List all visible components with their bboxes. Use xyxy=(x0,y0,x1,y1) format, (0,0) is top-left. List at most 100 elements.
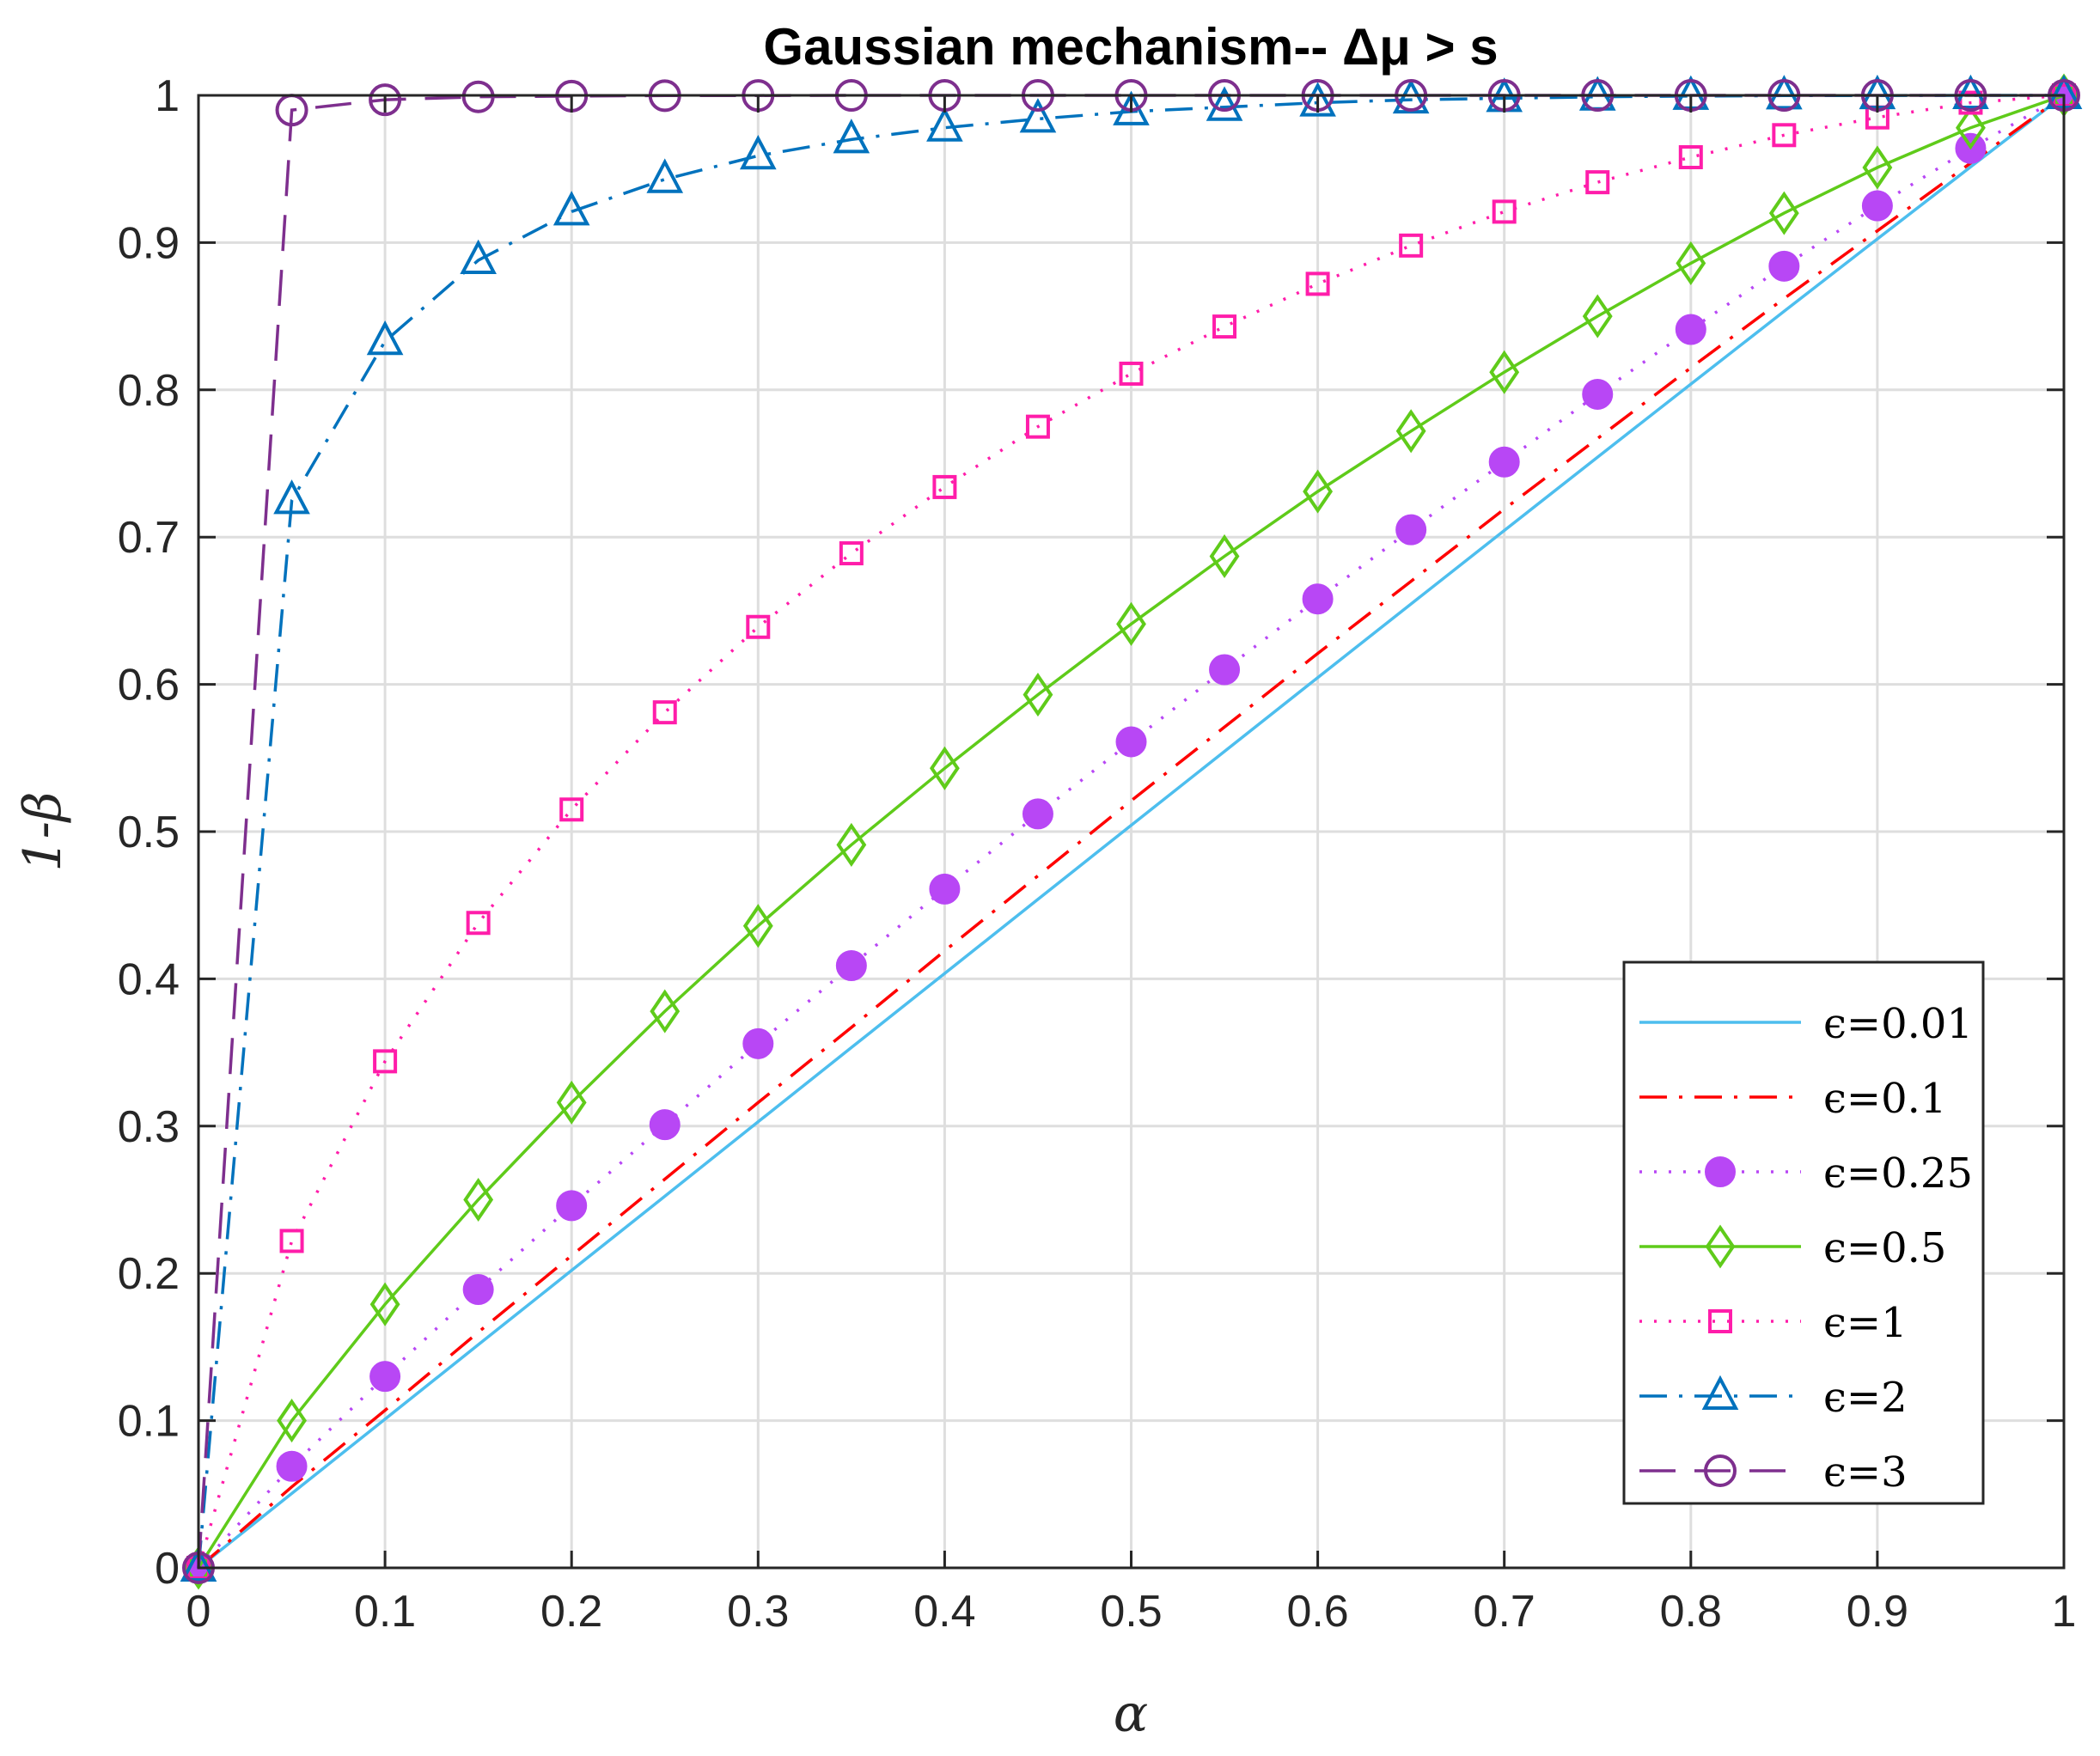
series-line xyxy=(197,94,2066,1570)
x-tick-label: 0.7 xyxy=(1474,1587,1535,1637)
y-tick-label: 0.2 xyxy=(118,1249,180,1299)
data-point xyxy=(1212,314,1237,339)
data-point xyxy=(739,134,777,170)
data-point xyxy=(1395,409,1426,454)
data-point xyxy=(932,474,957,499)
data-point xyxy=(1705,1224,1736,1269)
data-point xyxy=(373,1049,398,1074)
data-point xyxy=(279,1229,304,1253)
data-point xyxy=(1303,469,1334,514)
data-point xyxy=(1861,190,1893,222)
data-point xyxy=(369,1361,401,1393)
data-point xyxy=(1392,78,1430,114)
data-point xyxy=(180,1546,217,1582)
x-tick-label: 0.8 xyxy=(1660,1587,1722,1637)
legend-label: ϵ=0.1 xyxy=(1823,1075,1946,1123)
series-line xyxy=(197,94,2066,1570)
data-point xyxy=(742,1027,774,1059)
data-point xyxy=(1956,106,1986,150)
x-tick-label: 0.3 xyxy=(727,1587,789,1637)
data-point xyxy=(929,746,960,790)
data-point xyxy=(460,239,497,274)
series-line xyxy=(197,94,2065,1570)
y-tick-label: 0.3 xyxy=(118,1102,180,1152)
data-point xyxy=(273,479,310,515)
series-line xyxy=(197,94,2065,1569)
data-point xyxy=(1302,583,1334,615)
y-tick-label: 0.8 xyxy=(118,366,180,416)
data-point xyxy=(1395,514,1427,546)
x-tick-label: 1 xyxy=(2052,1587,2077,1637)
y-tick-label: 0 xyxy=(155,1544,180,1594)
data-point xyxy=(463,1177,494,1222)
x-tick-label: 0.9 xyxy=(1847,1587,1908,1637)
data-point xyxy=(1115,726,1147,758)
x-axis-label: α xyxy=(1114,1684,1149,1744)
x-tick-label: 0.4 xyxy=(913,1587,975,1637)
data-point xyxy=(1768,250,1800,282)
data-point xyxy=(1209,534,1240,579)
data-point xyxy=(552,191,590,226)
data-point xyxy=(1708,1309,1732,1333)
data-point xyxy=(1116,601,1146,646)
data-point xyxy=(1705,1156,1736,1187)
data-point xyxy=(1958,90,1983,115)
data-point xyxy=(1772,123,1797,148)
legend-label: ϵ=3 xyxy=(1823,1448,1908,1497)
data-point xyxy=(1701,1375,1739,1410)
x-tick-label: 0.2 xyxy=(540,1587,602,1637)
y-tick-label: 0.7 xyxy=(118,513,180,563)
data-point xyxy=(1768,191,1799,235)
y-tick-label: 0.1 xyxy=(118,1397,180,1447)
legend: ϵ=0.01 ϵ=0.1 ϵ=0.25 ϵ=0.5 ϵ=1 ϵ=2 ϵ=3 xyxy=(1622,960,1985,1505)
y-tick-label: 0.9 xyxy=(118,218,180,268)
data-point xyxy=(835,949,867,981)
data-point xyxy=(1209,654,1241,686)
data-point xyxy=(1119,361,1144,386)
data-point xyxy=(1585,170,1610,195)
data-point xyxy=(833,119,870,154)
data-point xyxy=(1952,74,1989,109)
x-tick-label: 0.6 xyxy=(1286,1587,1348,1637)
data-point xyxy=(1019,98,1057,133)
data-point xyxy=(742,904,773,948)
data-point xyxy=(369,83,402,117)
y-tick-label: 0.5 xyxy=(118,808,180,857)
data-point xyxy=(366,320,404,356)
data-point xyxy=(926,107,963,142)
data-point xyxy=(1305,271,1330,296)
data-point xyxy=(1675,314,1706,345)
data-point xyxy=(1488,446,1520,478)
x-tick-label: 0.1 xyxy=(354,1587,416,1637)
y-tick-label: 1 xyxy=(155,71,180,121)
data-point xyxy=(1489,350,1520,394)
x-tick-label: 0.5 xyxy=(1100,1587,1162,1637)
data-point xyxy=(1678,144,1703,169)
y-axis-label: 1-β xyxy=(13,791,73,871)
legend-label: ϵ=1 xyxy=(1823,1299,1908,1347)
y-tick-label: 0.4 xyxy=(118,954,180,1004)
data-point xyxy=(556,1080,587,1125)
data-point xyxy=(559,797,584,822)
data-point xyxy=(461,80,495,113)
legend-box xyxy=(1622,960,1985,1505)
data-point xyxy=(466,911,491,936)
data-point xyxy=(1023,673,1053,717)
data-point xyxy=(746,614,771,639)
data-point xyxy=(649,1109,681,1141)
data-point xyxy=(1299,82,1336,117)
series xyxy=(197,94,2066,1570)
data-point xyxy=(836,822,867,867)
legend-label: ϵ=0.25 xyxy=(1823,1149,1973,1198)
x-tick-label: 0 xyxy=(186,1587,211,1637)
data-point xyxy=(462,1274,494,1306)
data-point xyxy=(646,158,684,193)
data-point xyxy=(1676,241,1706,285)
legend-label: ϵ=2 xyxy=(1823,1374,1908,1422)
ticks: 0 0.1 0.2 0.3 0.4 0.5 0.6 0.7 0.8 0.9 1 0 0.1 0.2 0.3 0… xyxy=(118,71,2077,1637)
chart-title: Gaussian mechanism-- Δμ > s xyxy=(763,18,1498,76)
data-point xyxy=(1704,1454,1737,1487)
data-point xyxy=(1022,798,1053,830)
data-point xyxy=(1399,233,1424,258)
